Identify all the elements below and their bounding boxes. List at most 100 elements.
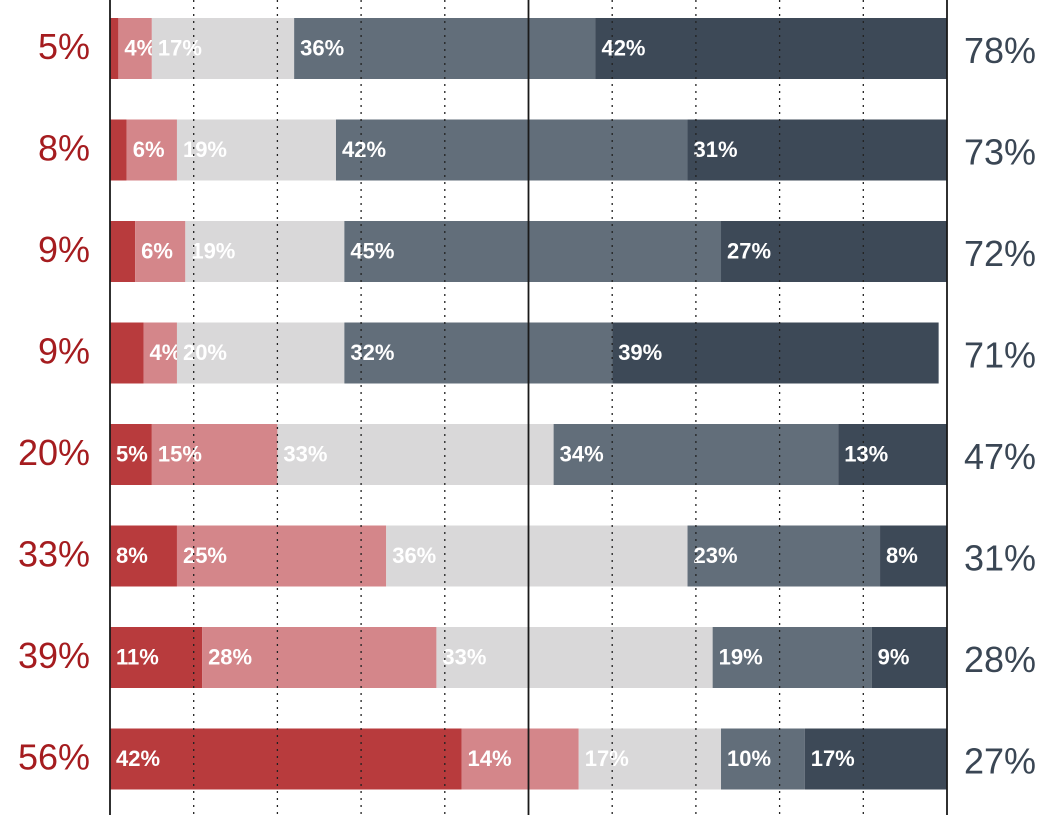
bar-segment xyxy=(595,18,947,79)
bar-segment xyxy=(578,728,722,790)
bar-segment xyxy=(335,119,688,181)
bar-segment xyxy=(804,728,947,790)
bar-segment xyxy=(687,525,881,587)
right-total-label: 47% xyxy=(964,436,1036,477)
segment-value-label: 34% xyxy=(560,441,604,466)
grid-lines xyxy=(193,0,864,815)
segment-value-label: 4% xyxy=(149,340,181,365)
bar-segment xyxy=(721,728,805,790)
bar-segment xyxy=(612,322,939,384)
bar-row: 8% 25% 36% 23% 8% xyxy=(110,525,947,587)
segment-value-label: 27% xyxy=(727,238,771,263)
bar-segment xyxy=(151,424,278,485)
left-total-label: 9% xyxy=(38,229,90,270)
bar-segment xyxy=(277,424,554,485)
bar-segment xyxy=(712,627,872,688)
left-total-labels: 5% 8% 9% 9% 20% 33% 39% 56% xyxy=(18,26,90,778)
segment-value-label: 13% xyxy=(844,441,888,466)
segment-value-label: 8% xyxy=(886,543,918,568)
left-total-label: 20% xyxy=(18,432,90,473)
segment-value-label: 32% xyxy=(350,340,394,365)
bar-segment xyxy=(110,525,177,587)
bar-segment xyxy=(176,525,387,587)
segment-value-label: 20% xyxy=(183,340,227,365)
bar-segment xyxy=(871,627,947,688)
bar-segment xyxy=(110,119,127,181)
right-total-label: 73% xyxy=(964,132,1036,173)
segment-value-label: 8% xyxy=(116,543,148,568)
bar-segment xyxy=(110,424,152,485)
segment-value-label: 10% xyxy=(727,746,771,771)
bar-row: 6% 19% 42% 31% xyxy=(110,119,947,181)
bar-segment xyxy=(143,322,177,384)
segment-value-label: 9% xyxy=(878,644,910,669)
bar-segment xyxy=(185,221,345,282)
segment-value-label: 14% xyxy=(468,746,512,771)
segment-value-label: 19% xyxy=(183,137,227,162)
bar-segment xyxy=(202,627,437,688)
segment-value-label: 11% xyxy=(116,644,159,669)
bar-segment xyxy=(838,424,947,485)
segment-value-label: 17% xyxy=(585,746,629,771)
left-total-label: 56% xyxy=(18,737,90,778)
segment-value-label: 23% xyxy=(694,543,738,568)
bar-segment xyxy=(110,322,144,384)
right-total-label: 71% xyxy=(964,335,1036,376)
segment-value-label: 45% xyxy=(350,238,394,263)
right-total-label: 28% xyxy=(964,639,1036,680)
segment-value-label: 36% xyxy=(300,35,344,60)
bar-segment xyxy=(687,119,947,181)
right-total-label: 72% xyxy=(964,233,1036,274)
segment-value-label: 19% xyxy=(191,238,235,263)
bar-segment xyxy=(126,119,177,181)
bar-segment xyxy=(110,221,136,282)
right-total-label: 31% xyxy=(964,538,1036,579)
segment-value-label: 17% xyxy=(811,746,855,771)
segment-value-label: 6% xyxy=(133,137,165,162)
bar-segment xyxy=(344,322,613,384)
bar-row: 11% 28% 33% 19% 9% xyxy=(110,627,947,688)
left-total-label: 33% xyxy=(18,534,90,575)
segment-value-label: 15% xyxy=(158,441,202,466)
segment-value-label: 39% xyxy=(618,340,662,365)
segment-value-label: 42% xyxy=(601,35,645,60)
bar-segment xyxy=(721,221,947,282)
axis-lines xyxy=(109,0,948,815)
bar-segment xyxy=(461,728,579,790)
bar-row: 6% 19% 45% 27% xyxy=(110,221,947,282)
segment-value-label: 33% xyxy=(283,441,327,466)
segment-value-label: 42% xyxy=(116,746,160,771)
right-total-labels: 78% 73% 72% 71% 47% 31% 28% 27% xyxy=(964,30,1036,782)
segment-value-label: 4% xyxy=(124,35,156,60)
bar-segment xyxy=(118,18,152,79)
segment-value-label: 36% xyxy=(392,543,436,568)
left-total-label: 8% xyxy=(38,128,90,169)
segment-value-label: 42% xyxy=(342,137,386,162)
bar-segment xyxy=(110,728,462,790)
bar-segment xyxy=(436,627,713,688)
right-total-label: 78% xyxy=(964,30,1036,71)
bar-segment xyxy=(135,221,186,282)
bar-segment xyxy=(344,221,722,282)
bar-segment xyxy=(110,627,203,688)
bar-row: 42% 14% 17% 10% 17% xyxy=(110,728,947,790)
left-total-label: 9% xyxy=(38,331,90,372)
bar-segment xyxy=(386,525,688,587)
segment-value-label: 25% xyxy=(183,543,227,568)
bar-segment xyxy=(880,525,947,587)
segment-value-label: 5% xyxy=(116,441,148,466)
left-total-label: 39% xyxy=(18,635,90,676)
bar-segment xyxy=(176,119,336,181)
bar-row: 4% 20% 32% 39% xyxy=(110,322,939,384)
right-total-label: 27% xyxy=(964,741,1036,782)
segment-value-label: 6% xyxy=(141,238,173,263)
left-total-label: 5% xyxy=(38,26,90,67)
bar-segment xyxy=(110,18,119,79)
bar-segment xyxy=(151,18,295,79)
segment-value-label: 31% xyxy=(694,137,738,162)
segment-value-label: 33% xyxy=(442,644,486,669)
segment-value-label: 17% xyxy=(158,35,202,60)
bar-segment xyxy=(176,322,345,384)
segment-value-label: 28% xyxy=(208,644,252,669)
